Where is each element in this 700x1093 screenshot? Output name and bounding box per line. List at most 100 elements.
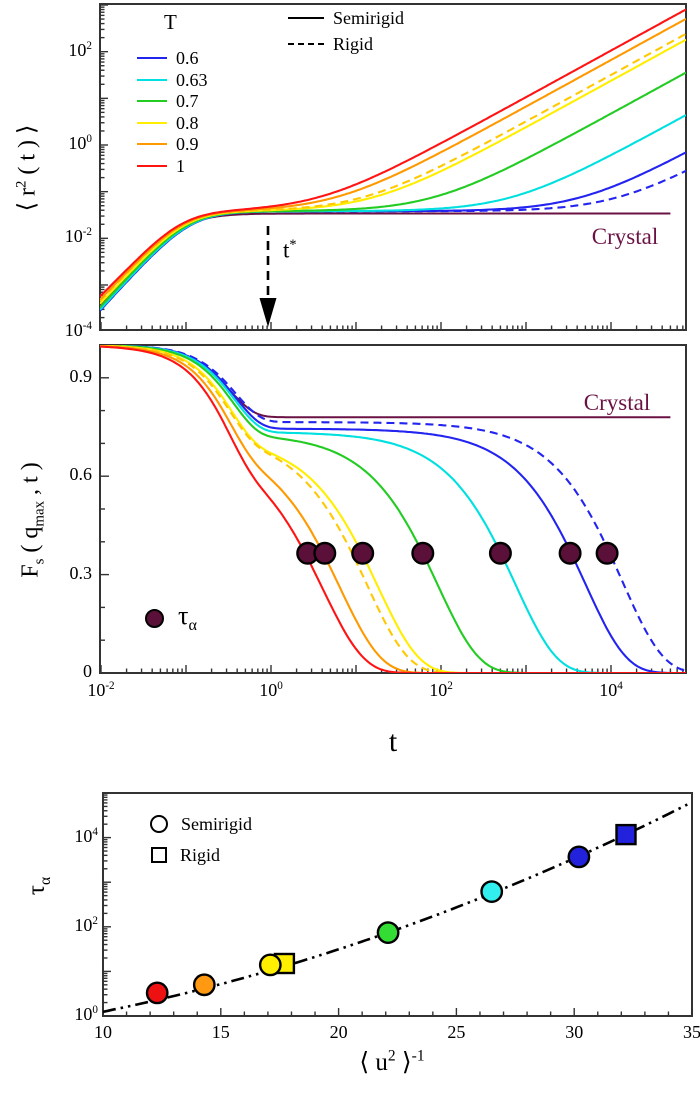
data-point-semirigid-T-0.8: [258, 953, 282, 977]
alpha-subscript: α: [188, 617, 197, 635]
fs-curve-T-0.9-semirigid: [100, 345, 686, 673]
panel3-frame: [102, 792, 693, 1017]
tau-alpha-marker: [595, 541, 619, 565]
panel3-y-tick-label: 104: [74, 825, 98, 846]
legend-T-value: 0.7: [176, 90, 199, 111]
temperature-legend-item: 1: [137, 156, 185, 176]
temperature-legend-item: 0.63: [137, 70, 208, 90]
panel1-y-tick-label: 100: [68, 133, 92, 153]
x-title-part: ⟨ u: [359, 1049, 388, 1076]
panel1-y-tick-label: 10-2: [64, 226, 92, 247]
legend-label: Semirigid: [181, 813, 252, 834]
msd-curve-T-0.9-rigid: [100, 32, 686, 302]
panel2-x-tick-label: 10-2: [87, 680, 115, 700]
fs-curve-T-0.8-semirigid: [100, 345, 686, 673]
x-title-part: ⟩: [395, 1049, 412, 1076]
legend-item-rigid: Rigid: [288, 34, 373, 54]
data-point-rigid-T-0.6: [615, 823, 637, 846]
panel3-x-axis-title: ⟨ u2 ⟩-1: [359, 1047, 424, 1077]
legend-label: Semirigid: [333, 7, 404, 28]
t-star-base: t: [283, 237, 290, 263]
panel3-x-tick-label: 25: [447, 1022, 466, 1042]
t-star-sup: *: [289, 237, 297, 253]
panel3-y-tick-label: 100: [74, 1004, 98, 1024]
tau-alpha-legend: τα: [145, 601, 197, 634]
legend-T-value: 0.6: [176, 47, 199, 68]
solid-line-sample: [288, 17, 324, 19]
crystal-label-fs: Crystal: [583, 390, 651, 415]
axis-ticks: [100, 4, 693, 1016]
panel3-x-tick-label: 10: [94, 1022, 112, 1042]
legend-color-line: [137, 79, 167, 81]
temperature-legend-item: 0.9: [137, 134, 199, 154]
temperature-legend-title: T: [164, 10, 177, 34]
panel3-x-tick-label: 30: [565, 1022, 584, 1042]
legend-T-value: 0.8: [176, 112, 199, 133]
data-point-semirigid-T-0.6: [567, 845, 591, 869]
tau-alpha-marker-sample: [145, 608, 164, 628]
panel2-y-tick-label: 0.3: [69, 562, 93, 583]
x-title-sup: -1: [411, 1047, 425, 1065]
legend-color-line: [137, 143, 167, 145]
panel1-y-tick-label: 10-4: [64, 319, 92, 340]
y-title-part: ( q: [17, 526, 44, 559]
tau-symbol: τ: [23, 885, 50, 896]
panel3-x-tick-label: 35: [683, 1022, 700, 1042]
fs-curve-T-0.6-semirigid: [100, 345, 686, 673]
y-title-sub: max: [31, 500, 48, 527]
fs-curve-T-0.6-rigid: [100, 345, 686, 672]
panel1-y-tick-label: 102: [68, 39, 92, 60]
legend-label: Rigid: [333, 33, 374, 54]
tau-alpha-marker: [313, 541, 337, 565]
panel2-y-tick-label: 0: [83, 661, 92, 681]
t-star-label: t*: [283, 237, 297, 264]
panel3-y-tick-label: 102: [74, 914, 98, 935]
tau-alpha-label: τα: [178, 601, 197, 635]
temperature-legend-item: 0.8: [137, 113, 199, 133]
fs-curve-T-1-semirigid: [100, 345, 686, 673]
legend-T-value: 0.9: [176, 133, 199, 154]
alpha-subscript: α: [37, 876, 54, 886]
tau-alpha-marker: [411, 541, 435, 565]
msd-curve-T-0.7-semirigid: [100, 71, 686, 309]
tau-alpha-marker: [351, 541, 375, 565]
panel2-x-axis-title: t: [388, 725, 398, 758]
msd-curve-T-1-semirigid: [100, 8, 686, 298]
t-star-arrow-head: [259, 298, 277, 327]
panel2-x-tick-label: 102: [429, 680, 453, 700]
legend-color-line: [137, 122, 167, 124]
legend-T-value: 0.63: [176, 69, 208, 90]
panel2-y-tick-label: 0.9: [69, 365, 93, 386]
legend-color-line: [137, 57, 167, 59]
data-point-semirigid-T-0.9: [192, 973, 216, 997]
legend-color-line: [137, 165, 167, 167]
x-title-sup: 2: [387, 1047, 396, 1065]
panel3-x-tick-label: 15: [211, 1022, 230, 1042]
legend-color-line: [137, 100, 167, 102]
circle-marker-sample: [150, 815, 168, 833]
panel2-curves: [100, 345, 686, 673]
crystal-label-msd: Crystal: [591, 224, 659, 249]
msd-curve-T-0.8-semirigid: [100, 38, 686, 305]
panel2-y-tick-label: 0.6: [69, 464, 93, 485]
y-title-sup: 2: [13, 180, 30, 189]
panel1-frame: [99, 3, 687, 331]
legend-item-semirigid: Semirigid: [288, 8, 404, 28]
panel1-curves: [100, 8, 686, 312]
temperature-legend-item: 0.7: [137, 91, 199, 111]
temperature-legend-item: 0.6: [137, 48, 199, 68]
panel3-y-axis-title: τα: [23, 877, 55, 895]
tau-symbol: τ: [178, 600, 189, 630]
dashed-line-sample: [288, 43, 324, 45]
data-point-semirigid-T-1: [145, 981, 169, 1005]
tau-alpha-marker: [488, 541, 512, 565]
data-point-semirigid-T-0.63: [480, 880, 504, 903]
tau-alpha-marker: [558, 541, 582, 565]
legend-item-semirigid-marker: Semirigid: [150, 814, 252, 834]
legend-label: Rigid: [180, 844, 221, 865]
fs-curve-T-0.7-semirigid: [100, 345, 686, 673]
panel3-x-tick-label: 20: [329, 1022, 348, 1042]
